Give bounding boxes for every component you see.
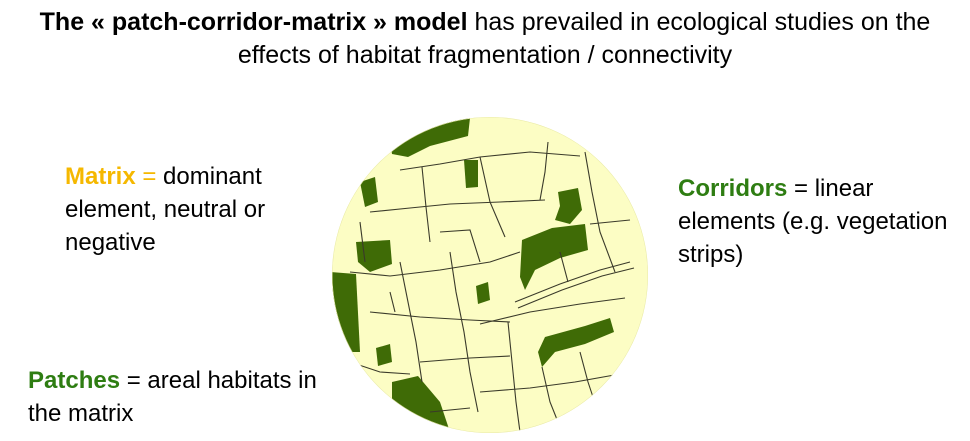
patch: [520, 224, 588, 290]
corridor: [419, 355, 511, 363]
patch: [555, 188, 582, 224]
matrix-eq: =: [135, 163, 157, 190]
corridor: [559, 251, 569, 283]
corridor: [399, 261, 423, 383]
patches-label: Patches = areal habitats in the matrix: [28, 364, 348, 430]
corridor: [429, 407, 471, 413]
landscape-map: [332, 117, 648, 433]
corridor: [517, 267, 635, 309]
corridor: [479, 373, 621, 393]
corridor: [349, 251, 521, 277]
patch: [356, 240, 392, 272]
matrix-term: Matrix: [65, 163, 136, 190]
corridor: [514, 261, 631, 303]
title-bold: The « patch-corridor-matrix » model: [39, 8, 468, 36]
patches-term: Patches: [28, 367, 121, 394]
corridor: [589, 219, 631, 225]
patch: [332, 272, 360, 352]
patch: [360, 177, 378, 207]
corridors-desc: = linear elements (e.g. vegetation strip…: [678, 175, 948, 268]
patch: [376, 344, 392, 366]
matrix-label: Matrix = dominant element, neutral or ne…: [65, 160, 335, 259]
patch: [390, 118, 470, 157]
title-line2: effects of habitat fragmentation / conne…: [237, 41, 733, 69]
corridor: [359, 221, 366, 263]
slide-title: The « patch-corridor-matrix » model has …: [0, 6, 970, 72]
patch: [538, 318, 614, 367]
title-rest: has prevailed in ecological studies on t…: [467, 8, 931, 36]
corridor: [421, 166, 431, 243]
corridor: [539, 141, 549, 201]
patches-desc: = areal habitats in the matrix: [28, 367, 317, 427]
patch: [464, 160, 478, 188]
corridor: [479, 297, 626, 325]
corridors-term: Corridors: [678, 175, 788, 202]
patch: [476, 282, 490, 304]
matrix-desc: dominant element, neutral or negative: [65, 163, 266, 256]
corridor: [507, 321, 521, 433]
corridor: [439, 229, 481, 263]
corridor: [369, 311, 511, 323]
corridor: [369, 199, 546, 213]
corridor: [389, 291, 396, 313]
corridors-label: Corridors = linear elements (e.g. vegeta…: [678, 172, 958, 271]
corridor: [449, 251, 479, 413]
corridor: [584, 151, 616, 273]
corridors-group: [349, 141, 635, 433]
